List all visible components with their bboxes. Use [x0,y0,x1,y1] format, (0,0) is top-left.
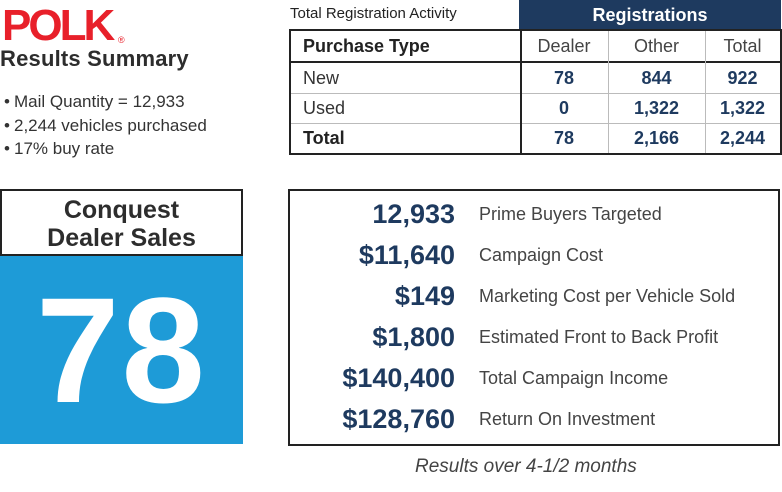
summary-bullet: • Mail Quantity = 12,933 [4,92,185,111]
column-header-purchase-type: Purchase Type [303,36,430,56]
cell-total: 1,322 [719,98,766,118]
logo-registered-mark: ® [118,35,125,45]
registrations-group-header: Registrations [519,0,781,30]
conquest-title-line2: Dealer Sales [47,224,196,252]
cell-other: 2,166 [633,128,680,148]
campaign-metrics-box: 12,933 Prime Buyers Targeted $11,640 Cam… [288,189,780,446]
cell-other: 844 [641,67,672,88]
cell-total: 922 [727,67,758,88]
metric-value: $128,760 [342,404,455,434]
row-divider [291,93,780,94]
cell-dealer: 0 [558,98,569,118]
conquest-sales-value: 78 [0,256,243,444]
row-divider [291,123,780,124]
column-divider [705,31,706,153]
results-footnote: Results over 4-1/2 months [415,456,637,477]
cell-other: 1,322 [633,98,680,118]
metric-row: $1,800 Estimated Front to Back Profit [290,317,778,358]
table-row-used: Used 0 1,322 1,322 [291,94,780,123]
table-row-total: Total 78 2,166 2,244 [291,124,780,153]
table-header-row: Purchase Type Dealer Other Total [291,31,780,62]
metric-value: $11,640 [358,240,455,270]
metric-label: Estimated Front to Back Profit [479,327,719,347]
cell-total: 2,244 [719,128,766,148]
metric-row: $149 Marketing Cost per Vehicle Sold [290,276,778,317]
metric-label: Return On Investment [479,409,656,429]
metric-row: 12,933 Prime Buyers Targeted [290,194,778,235]
conquest-dealer-sales-label: Conquest Dealer Sales [0,189,243,256]
metric-value: $1,800 [372,322,455,352]
column-header-dealer: Dealer [537,36,591,56]
polk-logo: POLK ® [2,3,126,45]
summary-bullet: • 17% buy rate [4,139,115,158]
metric-label: Total Campaign Income [479,368,669,388]
conquest-title-line1: Conquest [63,196,180,224]
metric-label: Prime Buyers Targeted [479,204,662,224]
metric-row: $128,760 Return On Investment [290,399,778,440]
summary-bullet: • 2,244 vehicles purchased [4,115,207,135]
metric-value: $140,400 [342,363,455,393]
registration-table-caption: Total Registration Activity [290,5,457,22]
column-header-total: Total [723,36,762,56]
cell-dealer: 78 [553,128,575,148]
row-label: New [303,67,340,88]
column-header-other: Other [633,36,680,56]
metric-row: $140,400 Total Campaign Income [290,358,778,399]
summary-bullets: • Mail Quantity = 12,933 • 2,244 vehicles … [4,90,207,161]
metric-label: Campaign Cost [479,245,604,265]
metric-value: 12,933 [372,199,455,229]
row-label: Total [303,128,345,148]
cell-dealer: 78 [553,67,575,88]
header-divider [291,61,780,63]
row-label: Used [303,98,346,118]
column-divider [608,31,609,153]
column-divider [520,31,522,153]
table-row-new: New 78 844 922 [291,63,780,93]
registration-table: Purchase Type Dealer Other Total New 78 … [289,29,782,155]
metric-value: $149 [394,281,455,311]
results-summary-title: Results Summary [0,46,189,71]
logo-wordmark: POLK [2,3,115,45]
metric-row: $11,640 Campaign Cost [290,235,778,276]
metric-label: Marketing Cost per Vehicle Sold [479,286,736,306]
